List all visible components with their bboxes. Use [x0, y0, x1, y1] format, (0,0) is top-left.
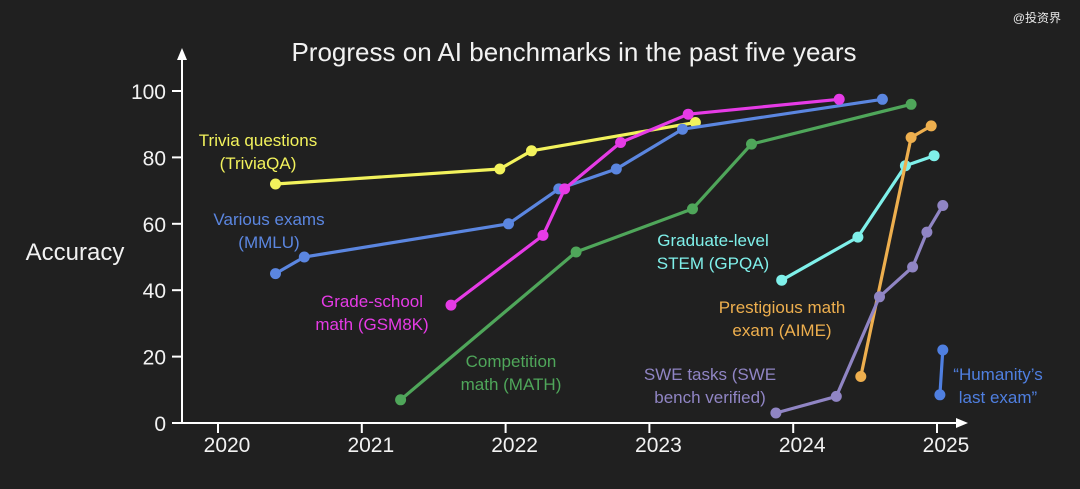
data-point: [874, 291, 885, 303]
series-mmlu: [270, 93, 888, 280]
series-label: Graduate-level: [657, 231, 769, 250]
data-point: [298, 251, 310, 263]
data-point: [270, 178, 281, 190]
series-gpqa: [776, 150, 940, 286]
y-tick-label: 40: [143, 280, 166, 303]
data-point: [833, 93, 845, 105]
data-point: [937, 344, 949, 356]
data-point: [905, 98, 917, 110]
data-point: [537, 229, 549, 241]
data-point: [776, 274, 788, 286]
series-label: bench verified): [654, 388, 766, 407]
data-point: [925, 120, 937, 132]
data-point: [905, 132, 917, 143]
data-point: [746, 138, 757, 150]
series-line: [273, 120, 698, 186]
series-gsm8k: [445, 93, 845, 311]
data-point: [610, 163, 622, 175]
x-tick-label: 2021: [347, 434, 394, 457]
data-point: [445, 299, 457, 311]
series-label: Various exams: [213, 210, 324, 229]
data-point: [687, 203, 698, 215]
data-point: [855, 371, 867, 382]
x-axis-arrowhead: [956, 418, 968, 428]
data-point: [682, 108, 694, 120]
x-tick-label: 2020: [204, 434, 251, 457]
data-point: [937, 200, 949, 211]
series-swe-bench-verified: [770, 200, 949, 419]
data-point: [770, 407, 782, 419]
series-humanity-s-last-exam: [934, 344, 949, 401]
series-label: Competition: [466, 352, 557, 371]
series-label: exam (AIME): [732, 321, 831, 340]
series-triviaqa: [270, 117, 701, 190]
data-point: [852, 231, 864, 243]
series-line: [938, 348, 945, 397]
series-line: [449, 97, 841, 307]
series-label: “Humanity’s: [953, 365, 1042, 384]
data-point: [395, 394, 407, 406]
series-label: Trivia questions: [199, 131, 317, 150]
series-label: SWE tasks (SWE: [644, 365, 776, 384]
x-tick-label: 2025: [923, 434, 970, 457]
x-tick-label: 2022: [491, 434, 538, 457]
series-label: STEM (GPQA): [657, 254, 769, 273]
watermark: @投资界: [1013, 10, 1061, 25]
y-tick-label: 80: [143, 147, 166, 170]
series-math: [395, 98, 917, 406]
data-point: [928, 150, 940, 162]
data-point: [876, 93, 888, 105]
series-label: Grade-school: [321, 292, 423, 311]
series-label: last exam”: [959, 388, 1038, 407]
data-point: [526, 145, 537, 157]
data-point: [559, 183, 571, 195]
y-tick-label: 100: [131, 81, 166, 104]
series-line: [780, 154, 936, 282]
y-tick-label: 60: [143, 214, 166, 237]
series-label: (MMLU): [238, 233, 299, 252]
y-axis-label: Accuracy: [26, 239, 125, 266]
x-tick-label: 2024: [779, 434, 826, 457]
data-point: [907, 261, 919, 273]
data-point: [830, 390, 842, 402]
data-point: [677, 123, 688, 135]
data-point: [934, 389, 946, 401]
series-label: math (GSM8K): [315, 315, 428, 334]
chart-title: Progress on AI benchmarks in the past fi…: [291, 37, 856, 67]
series-label: Prestigious math: [719, 298, 846, 317]
y-tick-label: 20: [143, 347, 166, 370]
data-point: [921, 226, 933, 238]
data-point: [570, 246, 582, 258]
data-point: [615, 137, 627, 148]
data-point: [270, 268, 281, 280]
x-tick-label: 2023: [635, 434, 682, 457]
series-label: (TriviaQA): [220, 154, 297, 173]
y-axis-arrowhead: [177, 48, 187, 60]
data-point: [494, 163, 506, 175]
data-point: [503, 218, 514, 230]
series-label: math (MATH): [461, 375, 562, 394]
y-tick-label: 0: [154, 413, 166, 436]
